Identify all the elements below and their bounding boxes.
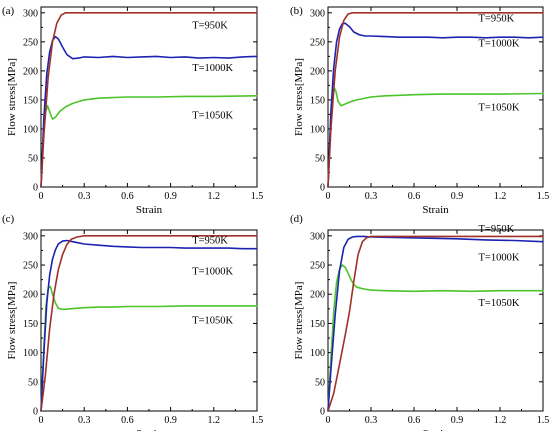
y-tick-label: 200 [310, 66, 325, 77]
x-tick-label: 0 [39, 191, 44, 202]
x-tick-label: 1.2 [208, 415, 221, 426]
chart-panel-4: (d) 0 0.3 0.6 0.9 1.2 1.5 0 50 100 150 200 250 300 Str… [290, 213, 549, 431]
series-annotation: T=1050K [192, 110, 233, 121]
panel-label: (b) [290, 5, 303, 17]
series-line-t-950k [40, 235, 258, 412]
series-annotation: T=950K [479, 14, 515, 25]
y-tick-label: 200 [23, 66, 38, 77]
x-tick-label: 0.9 [451, 191, 464, 202]
x-tick-label: 0.6 [408, 415, 421, 426]
y-tick-label: 150 [23, 319, 38, 330]
panel-label: (d) [290, 213, 303, 225]
x-tick-label: 0 [326, 191, 331, 202]
y-tick-label: 0 [320, 407, 325, 418]
x-tick-label: 0 [39, 415, 44, 426]
series-annotation: T=1050K [479, 102, 520, 113]
x-tick-label: 0.9 [451, 415, 464, 426]
x-tick-label: 0.3 [365, 191, 378, 202]
x-tick-label: 0.3 [365, 415, 378, 426]
y-tick-label: 250 [23, 37, 38, 48]
x-tick-label: 0.3 [78, 415, 91, 426]
y-tick-label: 0 [320, 183, 325, 194]
y-tick-label: 300 [23, 231, 38, 242]
x-tick-label: 0.9 [164, 415, 177, 426]
x-axis-title: Strain [136, 204, 163, 216]
y-axis-title: Flow stress[MPa] [6, 58, 18, 136]
y-tick-label: 100 [310, 124, 325, 135]
chart-panel-1: (a) 0 0.3 0.6 0.9 1.2 1.5 0 50 100 150 200 250 300 Str… [2, 5, 263, 216]
x-tick-label: 1.5 [537, 415, 550, 426]
y-tick-label: 100 [23, 348, 38, 359]
panel-label: (a) [2, 5, 15, 17]
y-tick-label: 0 [33, 407, 38, 418]
series-line-t-1000k [40, 239, 258, 412]
series-line-t-950k [327, 235, 544, 412]
y-tick-label: 300 [310, 8, 325, 19]
y-tick-label: 150 [310, 95, 325, 106]
y-tick-label: 300 [23, 8, 38, 19]
y-axis-title: Flow stress[MPa] [293, 282, 305, 360]
y-tick-label: 300 [310, 231, 325, 242]
x-tick-label: 1.5 [537, 191, 550, 202]
x-axis-title: Strain [422, 204, 449, 216]
y-tick-label: 50 [315, 153, 325, 164]
chart-panel-3: (c) 0 0.3 0.6 0.9 1.2 1.5 0 50 100 150 200 250 300 Str… [2, 213, 263, 431]
series-line-t-1050k [40, 95, 258, 188]
y-axis-title: Flow stress[MPa] [6, 282, 18, 360]
x-tick-label: 0.3 [78, 191, 91, 202]
series-line-t-950k [40, 12, 258, 188]
x-axis-title: Strain [136, 428, 163, 431]
x-tick-label: 0 [326, 415, 331, 426]
y-tick-label: 250 [310, 261, 325, 272]
series-line-t-1000k [327, 235, 544, 412]
series-line-t-950k [327, 12, 544, 188]
y-tick-label: 200 [23, 290, 38, 301]
panel-label: (c) [2, 213, 15, 225]
chart-panel-2: (b) 0 0.3 0.6 0.9 1.2 1.5 0 50 100 150 200 250 300 Str… [290, 5, 549, 216]
series-line-t-1000k [327, 22, 544, 188]
y-tick-label: 200 [310, 290, 325, 301]
x-tick-label: 0.6 [121, 191, 134, 202]
x-tick-label: 0.9 [164, 191, 177, 202]
series-annotation: T=1000K [192, 63, 233, 74]
y-tick-label: 250 [310, 37, 325, 48]
series-line-t-1050k [327, 264, 544, 412]
y-axis-title: Flow stress[MPa] [293, 58, 305, 136]
series-annotation: T=1050K [192, 315, 233, 326]
y-tick-label: 100 [310, 348, 325, 359]
series-annotation: T=1000K [192, 266, 233, 277]
y-tick-label: 50 [28, 153, 38, 164]
x-tick-label: 1.5 [251, 191, 264, 202]
series-line-t-1050k [40, 285, 258, 412]
x-tick-label: 1.5 [251, 415, 264, 426]
series-annotation: T=1050K [479, 298, 520, 309]
series-annotation: T=950K [479, 224, 515, 235]
series-annotation: T=1000K [479, 252, 520, 263]
x-axis-title: Strain [422, 428, 449, 431]
series-annotation: T=1000K [479, 38, 520, 49]
x-tick-label: 1.2 [494, 191, 507, 202]
y-tick-label: 150 [310, 319, 325, 330]
y-tick-label: 150 [23, 95, 38, 106]
y-tick-label: 50 [28, 377, 38, 388]
y-tick-label: 100 [23, 124, 38, 135]
series-annotation: T=950K [192, 20, 228, 31]
series-annotation: T=950K [192, 235, 228, 246]
y-tick-label: 250 [23, 261, 38, 272]
y-tick-label: 50 [315, 377, 325, 388]
x-tick-label: 1.2 [494, 415, 507, 426]
x-tick-label: 1.2 [208, 191, 221, 202]
x-tick-label: 0.6 [121, 415, 134, 426]
y-tick-label: 0 [33, 183, 38, 194]
plot-frame [327, 6, 544, 188]
x-tick-label: 0.6 [408, 191, 421, 202]
